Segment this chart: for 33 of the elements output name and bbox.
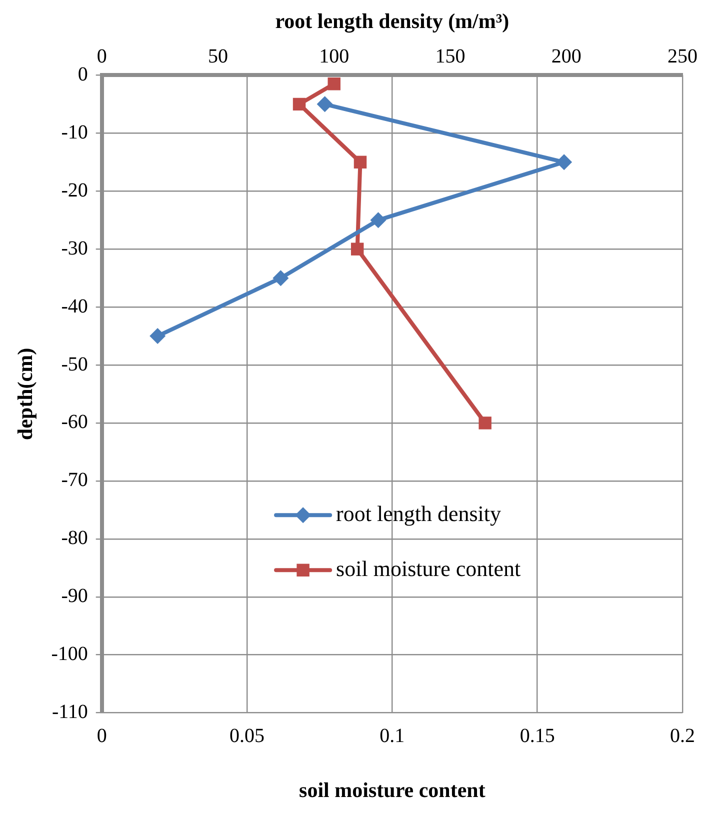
y-tick-label: -50 bbox=[61, 353, 88, 376]
y-tick-label: -30 bbox=[61, 237, 88, 260]
x-tick-label: 0.2 bbox=[670, 725, 695, 748]
x2-tick-label: 0 bbox=[96, 45, 107, 68]
point bbox=[478, 416, 492, 430]
point bbox=[354, 156, 367, 169]
legend-label: root length density bbox=[336, 500, 502, 526]
x2-axis-title: root length density (m/m³) bbox=[275, 9, 510, 34]
x-axis-title: soil moisture content bbox=[299, 778, 486, 802]
y-tick-label: -20 bbox=[61, 179, 88, 202]
x-tick-label: 0.1 bbox=[380, 725, 405, 748]
y-tick-label: -10 bbox=[61, 121, 88, 144]
x-tick-label: 0.05 bbox=[230, 725, 265, 748]
x2-tick-label: 150 bbox=[435, 45, 466, 68]
y-tick-label: 0 bbox=[78, 63, 88, 86]
y-tick-label: -90 bbox=[61, 585, 88, 608]
x2-tick-label: 200 bbox=[551, 45, 582, 68]
x2-tick-label: 50 bbox=[208, 45, 228, 68]
y-tick-label: -110 bbox=[52, 701, 88, 724]
x2-tick-label: 250 bbox=[668, 45, 698, 68]
point bbox=[350, 242, 364, 256]
point bbox=[328, 78, 340, 90]
y-tick-label: -70 bbox=[61, 469, 88, 492]
point bbox=[292, 98, 306, 111]
y-tick-label: -80 bbox=[61, 527, 88, 550]
y-tick-label: -40 bbox=[61, 295, 88, 318]
y-tick-label: -60 bbox=[61, 411, 88, 434]
y-axis-title: depth(cm) bbox=[13, 348, 38, 440]
y-tick-label: -100 bbox=[51, 643, 88, 666]
legend-label: soil moisture content bbox=[336, 556, 521, 581]
x2-tick-label: 100 bbox=[319, 45, 350, 68]
x-tick-label: 0.15 bbox=[520, 725, 555, 748]
x-tick-label: 0 bbox=[96, 725, 107, 748]
